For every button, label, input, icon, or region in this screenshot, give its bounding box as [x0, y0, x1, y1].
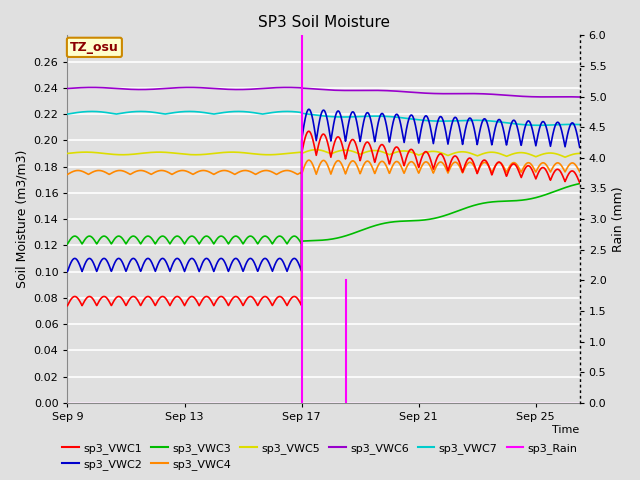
Legend: sp3_VWC1, sp3_VWC2, sp3_VWC3, sp3_VWC4, sp3_VWC5, sp3_VWC6, sp3_VWC7, sp3_Rain: sp3_VWC1, sp3_VWC2, sp3_VWC3, sp3_VWC4, … [58, 438, 582, 474]
Text: Time: Time [552, 425, 579, 435]
Y-axis label: Rain (mm): Rain (mm) [612, 186, 625, 252]
Text: TZ_osu: TZ_osu [70, 41, 119, 54]
Title: SP3 Soil Moisture: SP3 Soil Moisture [257, 15, 390, 30]
Y-axis label: Soil Moisture (m3/m3): Soil Moisture (m3/m3) [15, 150, 28, 288]
